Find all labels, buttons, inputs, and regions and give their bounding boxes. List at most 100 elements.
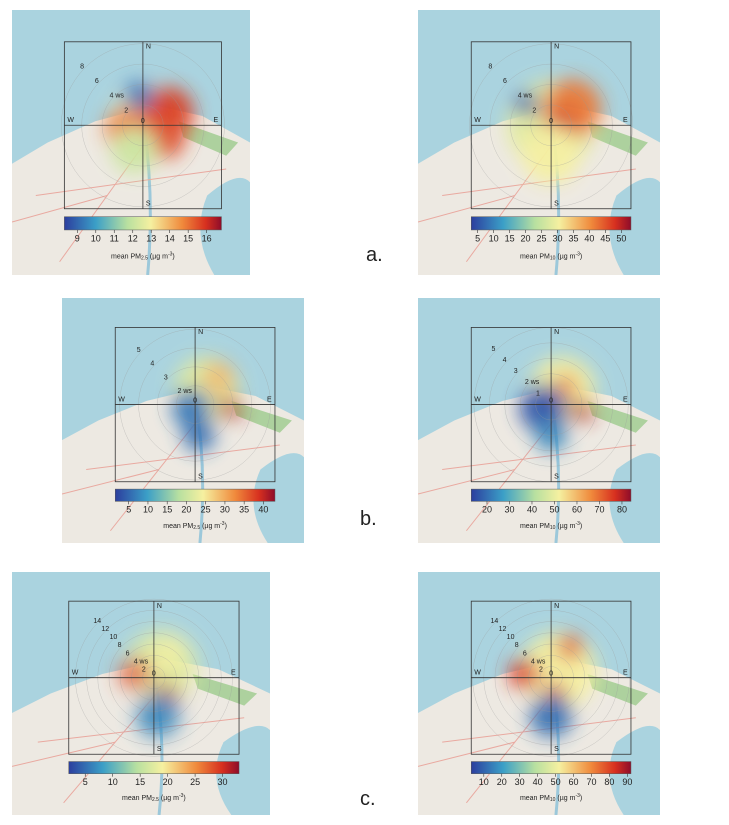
road bbox=[418, 469, 515, 495]
ring-label: 8 bbox=[118, 642, 122, 649]
colorbar-tick-label: 5 bbox=[475, 233, 480, 243]
label-sup: -3 bbox=[575, 252, 580, 258]
colorbar-tick-label: 80 bbox=[617, 505, 627, 515]
label-prefix: mean PM bbox=[520, 253, 550, 260]
lagoon bbox=[609, 453, 660, 543]
label-close: ) bbox=[183, 795, 185, 802]
colorbar-tick-label: 15 bbox=[162, 505, 172, 515]
colorbar-tick-label: 5 bbox=[126, 505, 131, 515]
ring-label: 4 ws bbox=[531, 658, 546, 665]
row-label: c. bbox=[360, 788, 376, 810]
compass-e: E bbox=[623, 117, 628, 124]
compass-s: S bbox=[198, 474, 203, 481]
lagoon bbox=[200, 177, 250, 275]
label-prefix: mean PM bbox=[111, 253, 141, 260]
label-sup: -3 bbox=[575, 521, 580, 527]
colorbar-label: mean PM2.5 (µg m-3) bbox=[122, 793, 186, 803]
colorbar-tick-label: 60 bbox=[569, 777, 579, 787]
ring-label: 14 bbox=[491, 618, 499, 625]
compass-e: E bbox=[231, 670, 236, 677]
compass-n: N bbox=[157, 603, 162, 610]
label-sub: 10 bbox=[550, 797, 556, 803]
colorbar bbox=[470, 216, 632, 231]
colorbar bbox=[470, 488, 632, 502]
colorbar-tick-label: 90 bbox=[622, 777, 632, 787]
colorbar-tick-label: 10 bbox=[143, 505, 153, 515]
ring-label: 4 bbox=[503, 357, 507, 364]
ring-label: 10 bbox=[507, 634, 515, 641]
label-unit: (µg m bbox=[200, 523, 220, 530]
ring-label: 2 bbox=[539, 666, 543, 673]
colorbar-tick-label: 35 bbox=[239, 505, 249, 515]
colorbar-tick-label: 16 bbox=[202, 233, 212, 243]
ring-label: 8 bbox=[80, 63, 84, 70]
compass-w: W bbox=[474, 117, 481, 124]
compass-s: S bbox=[554, 746, 559, 753]
colorbar-tick-label: 45 bbox=[600, 233, 610, 243]
ring-label: 12 bbox=[499, 626, 507, 633]
compass-s: S bbox=[157, 746, 162, 753]
origin-label: 0 bbox=[549, 671, 553, 678]
lagoon bbox=[609, 177, 660, 275]
label-close: ) bbox=[580, 795, 582, 802]
compass-e: E bbox=[213, 117, 218, 124]
concentration-blob bbox=[136, 694, 180, 738]
colorbar-tick-label: 25 bbox=[190, 777, 200, 787]
label-prefix: mean PM bbox=[520, 523, 550, 530]
colorbar-tick-label: 12 bbox=[128, 233, 138, 243]
ring-label: 4 bbox=[150, 361, 154, 368]
ring-label: 6 bbox=[126, 650, 130, 657]
ring-label: 6 bbox=[503, 78, 507, 85]
ring-label: 6 bbox=[95, 78, 99, 85]
label-unit: (µg m bbox=[555, 795, 575, 802]
compass-n: N bbox=[554, 603, 559, 610]
pollution-rose bbox=[171, 356, 241, 452]
label-sub: 2.5 bbox=[152, 797, 159, 803]
origin-label: 0 bbox=[152, 671, 156, 678]
colorbar-label: mean PM2.5 (µg m-3) bbox=[163, 521, 227, 531]
compass-w: W bbox=[474, 670, 481, 677]
label-sup: -3 bbox=[575, 793, 580, 799]
colorbar-tick-label: 50 bbox=[549, 505, 559, 515]
label-unit: (µg m bbox=[555, 253, 575, 260]
colorbar-tick-label: 5 bbox=[83, 777, 88, 787]
label-prefix: mean PM bbox=[520, 795, 550, 802]
road bbox=[12, 741, 116, 767]
compass-w: W bbox=[72, 670, 79, 677]
road bbox=[418, 741, 515, 767]
label-unit: (µg m bbox=[159, 795, 179, 802]
label-sub: 10 bbox=[550, 256, 556, 262]
colorbar-tick-label: 30 bbox=[218, 777, 228, 787]
origin-label: 0 bbox=[549, 118, 553, 125]
colorbar-label: mean PM10 (µg m-3) bbox=[520, 252, 582, 262]
lagoon bbox=[253, 453, 304, 543]
label-sup: -3 bbox=[179, 793, 184, 799]
map-panel: N S W E 0 8 6 4 ws 2 9 10 11 12 13 14 15 16 mean PM2.5 (µ… bbox=[12, 10, 250, 275]
label-close: ) bbox=[225, 523, 227, 530]
colorbar-tick-label: 30 bbox=[515, 777, 525, 787]
colorbar-tick-label: 60 bbox=[572, 505, 582, 515]
ring-label: 12 bbox=[101, 626, 109, 633]
colorbar-tick-label: 15 bbox=[135, 777, 145, 787]
map-panel: N S W E 0 5 4 3 2 ws 5 10 15 20 25 30 35 40 mean PM2.5 (µ… bbox=[62, 298, 304, 543]
ring-label: 1 bbox=[536, 390, 540, 397]
colorbar-tick-label: 30 bbox=[220, 505, 230, 515]
ring-label: 6 bbox=[523, 650, 527, 657]
colorbar-tick-label: 70 bbox=[594, 505, 604, 515]
ring-label: 10 bbox=[109, 634, 117, 641]
colorbar-tick-label: 40 bbox=[584, 233, 594, 243]
compass-w: W bbox=[474, 396, 481, 403]
label-prefix: mean PM bbox=[122, 795, 152, 802]
colorbar-label: mean PM10 (µg m-3) bbox=[520, 521, 582, 531]
concentration-blob bbox=[555, 374, 578, 397]
forest bbox=[587, 674, 648, 706]
ring-label: 2 ws bbox=[525, 379, 540, 386]
colorbar-tick-label: 40 bbox=[533, 777, 543, 787]
colorbar-tick-label: 30 bbox=[552, 233, 562, 243]
colorbar bbox=[68, 761, 240, 774]
road bbox=[418, 195, 515, 223]
compass-s: S bbox=[554, 201, 559, 208]
colorbar-tick-label: 13 bbox=[146, 233, 156, 243]
compass-w: W bbox=[118, 396, 125, 403]
